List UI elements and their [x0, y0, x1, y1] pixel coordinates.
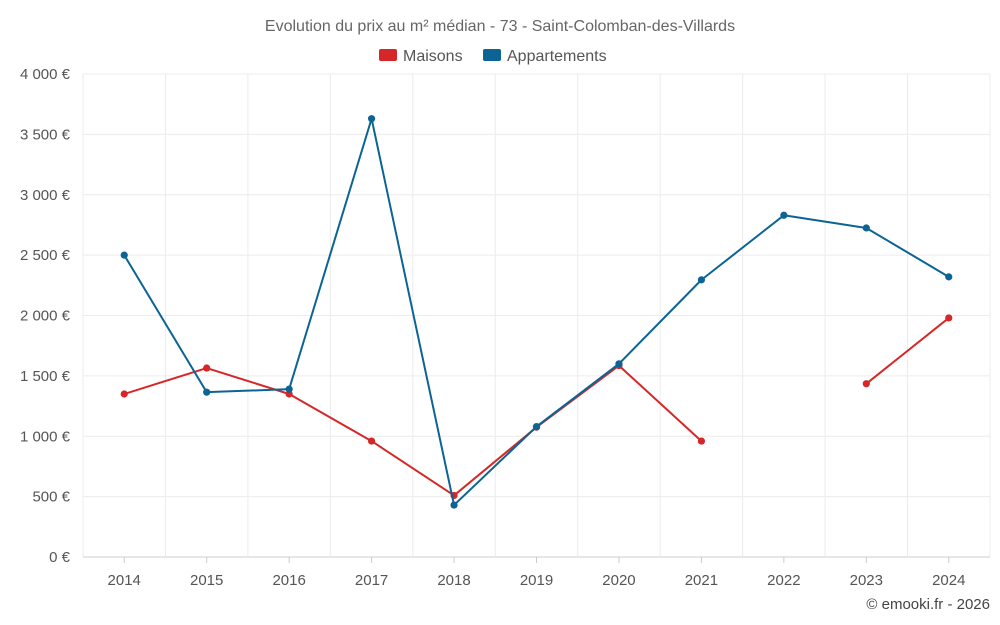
- y-tick-label: 3 500 €: [20, 126, 71, 143]
- x-tick-label: 2021: [685, 572, 718, 589]
- legend-swatch-appartements: [483, 49, 501, 61]
- y-tick-label: 2 500 €: [20, 247, 71, 264]
- chart-title: Evolution du prix au m² médian - 73 - Sa…: [265, 18, 735, 35]
- data-point-appartements[interactable]: [780, 211, 788, 219]
- x-tick-label: 2019: [520, 572, 553, 589]
- data-point-appartements[interactable]: [532, 422, 541, 431]
- x-tick-label: 2020: [602, 572, 635, 589]
- x-tick-label: 2014: [108, 572, 141, 589]
- series-line-maisons: [123, 364, 703, 497]
- data-point-maisons[interactable]: [203, 364, 211, 372]
- data-point-appartements[interactable]: [945, 273, 953, 281]
- data-point-appartements[interactable]: [450, 501, 458, 509]
- grid: [82, 73, 991, 558]
- y-tick-label: 3 000 €: [20, 187, 71, 204]
- x-tick-label: 2016: [272, 572, 305, 589]
- y-tick-label: 2 000 €: [20, 308, 71, 325]
- series-appartements: [120, 115, 953, 509]
- data-point-maisons[interactable]: [945, 314, 953, 322]
- data-point-maisons[interactable]: [697, 437, 706, 445]
- data-point-maisons[interactable]: [862, 380, 870, 388]
- data-point-maisons[interactable]: [367, 437, 376, 445]
- y-tick-label: 500 €: [32, 489, 70, 506]
- x-tick-label: 2023: [850, 572, 883, 589]
- y-tick-label: 1 500 €: [20, 368, 71, 385]
- legend: Maisons Appartements: [379, 48, 607, 65]
- x-tick-label: 2018: [437, 572, 470, 589]
- x-tick-label: 2022: [767, 572, 800, 589]
- legend-swatch-maisons: [379, 49, 397, 61]
- y-tick-label: 0 €: [49, 549, 71, 566]
- y-tick-label: 1 000 €: [20, 428, 71, 445]
- series-maisons: [120, 314, 953, 500]
- legend-label-appartements[interactable]: Appartements: [507, 48, 607, 65]
- data-point-maisons[interactable]: [120, 390, 128, 398]
- data-point-appartements[interactable]: [120, 251, 128, 259]
- series-line-maisons: [865, 317, 950, 385]
- series-layer: [120, 115, 953, 509]
- data-point-appartements[interactable]: [285, 385, 293, 393]
- y-axis: 0 € 500 € 1 000 € 1 500 € 2 000 € 2 500 € 3 00…: [20, 66, 71, 566]
- x-tick-label: 2017: [355, 572, 388, 589]
- x-axis: 2014 2015 2016 2017 2018 2019 2020 2021 2022 2023…: [108, 557, 965, 589]
- x-tick-label: 2024: [932, 572, 965, 589]
- data-point-appartements[interactable]: [862, 224, 870, 232]
- data-point-appartements[interactable]: [203, 388, 211, 396]
- data-point-appartements[interactable]: [615, 360, 623, 368]
- x-tick-label: 2015: [190, 572, 223, 589]
- credit-text: © emooki.fr - 2026: [866, 596, 990, 613]
- y-tick-label: 4 000 €: [20, 66, 71, 83]
- data-point-appartements[interactable]: [697, 276, 706, 284]
- legend-label-maisons[interactable]: Maisons: [403, 48, 463, 65]
- data-point-appartements[interactable]: [367, 115, 376, 123]
